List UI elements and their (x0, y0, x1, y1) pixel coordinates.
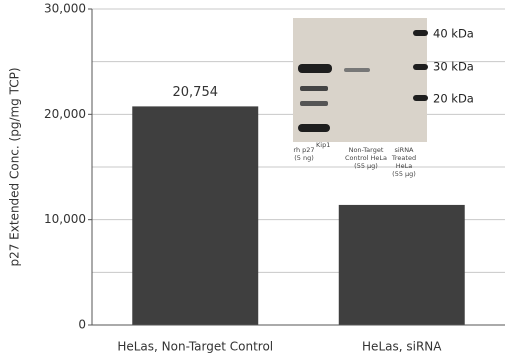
marker-label: 30 kDa (433, 60, 474, 74)
bar (339, 205, 465, 325)
marker-label: 40 kDa (433, 27, 474, 41)
blot-band (300, 86, 328, 91)
blot-image (293, 18, 428, 142)
lane-label: Control HeLa (345, 154, 387, 162)
marker-label: 20 kDa (433, 92, 474, 106)
y-tick-label: 0 (78, 318, 86, 332)
lane-label: Non-Target (349, 146, 384, 154)
lane-label: (55 µg) (354, 162, 378, 170)
lane-label: Treated (391, 154, 416, 162)
lane-label: siRNA (394, 146, 414, 154)
y-axis-label: p27 Extended Conc. (pg/mg TCP) (8, 67, 22, 266)
bar (132, 106, 258, 325)
x-tick-label: HeLas, Non-Target Control (117, 340, 273, 354)
blot-band (298, 124, 330, 132)
lane-label: (55 µg) (392, 170, 416, 178)
y-tick-label: 10,000 (44, 212, 86, 226)
blot-band (413, 95, 428, 101)
blot-band (300, 101, 328, 106)
y-tick-label: 20,000 (44, 107, 86, 121)
lane-superscript: Kip1 (316, 141, 330, 149)
lane-label: rh p27 (293, 146, 314, 154)
data-label: 20,754 (173, 85, 219, 100)
chart: p27 Extended Conc. (pg/mg TCP) 0 10,000 20… (0, 0, 508, 358)
blot-band (298, 64, 332, 73)
y-tick-label: 30,000 (44, 2, 86, 16)
x-tick-label: HeLas, siRNA (362, 340, 442, 354)
blot-band (413, 64, 428, 70)
blot-band (344, 68, 370, 72)
lane-label: HeLa (396, 162, 413, 170)
blot-band (413, 30, 428, 36)
blot-background (293, 18, 427, 142)
lane-label: (5 ng) (294, 154, 314, 162)
